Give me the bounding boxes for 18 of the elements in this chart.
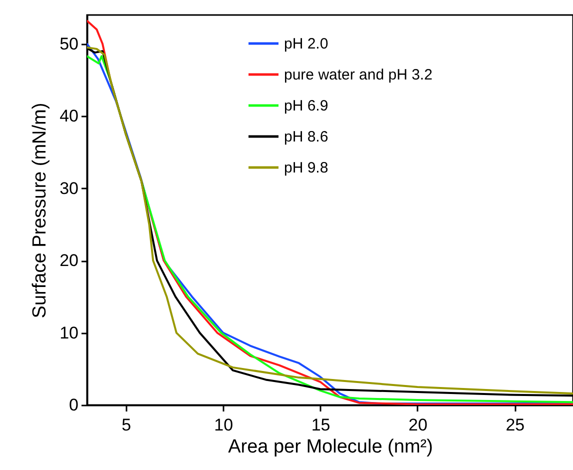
x-tick-label: 20 — [408, 416, 428, 434]
y-tick-label: 50 — [60, 34, 78, 54]
y-tick-label: 0 — [69, 396, 78, 414]
y-tick-label: 10 — [60, 323, 78, 342]
legend-label: pure water and pH 3.2 — [284, 66, 432, 84]
x-tick-label: 10 — [214, 416, 234, 434]
y-tick-label: 40 — [60, 106, 78, 126]
x-axis-title: Area per Molecule (nm²) — [228, 436, 433, 458]
legend-label: pH 8.6 — [284, 128, 328, 146]
legend-label: pH 6.9 — [284, 98, 328, 114]
x-tick-label: 25 — [506, 416, 525, 434]
x-tick-label: 5 — [122, 416, 132, 434]
legend-label: pH 2.0 — [284, 36, 328, 52]
y-tick-label: 20 — [60, 251, 78, 270]
y-tick-label: 30 — [60, 178, 78, 198]
x-tick-label: 15 — [311, 416, 330, 434]
y-axis-title: Surface Pressure (mN/m) — [30, 102, 51, 318]
legend-label: pH 9.8 — [284, 160, 328, 176]
